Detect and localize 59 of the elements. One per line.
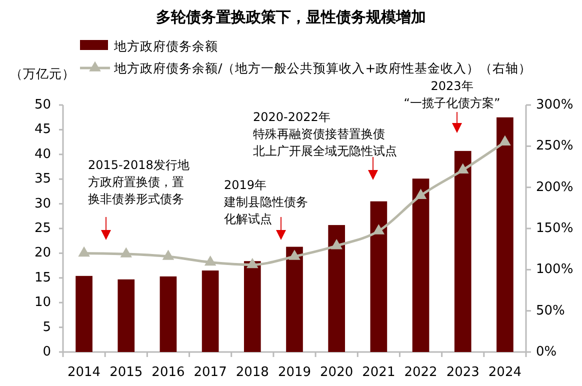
bar xyxy=(286,246,303,352)
annotation: 2023年“一揽子化债方案” xyxy=(404,79,500,110)
bar xyxy=(244,261,261,352)
bar xyxy=(202,270,219,352)
x-tick-label: 2024 xyxy=(488,365,522,380)
y2-tick-label: 300% xyxy=(536,98,574,112)
bar xyxy=(160,276,177,352)
y-tick-label: 50 xyxy=(34,98,51,112)
point xyxy=(414,188,427,199)
y2-tick-label: 200% xyxy=(536,180,574,195)
y-tick-label: 40 xyxy=(34,146,51,162)
y-tick-label: 25 xyxy=(34,221,51,236)
x-tick-label: 2020 xyxy=(320,365,354,380)
y-tick-label: 0 xyxy=(42,344,51,360)
x-tick-label: 2023 xyxy=(446,365,480,380)
x-tick-label: 2022 xyxy=(404,365,438,380)
point xyxy=(78,246,90,257)
x-tick-label: 2018 xyxy=(236,365,269,380)
y-tick-label: 30 xyxy=(34,196,51,212)
bar xyxy=(370,201,388,352)
y-tick-label: 35 xyxy=(34,172,51,187)
point xyxy=(288,250,300,260)
point xyxy=(372,224,385,234)
annotation: 2019年建制县隐性债务化解试点 xyxy=(223,178,308,226)
bar xyxy=(496,117,514,352)
bar xyxy=(454,150,472,352)
point xyxy=(456,163,469,174)
y-axis-title: （万亿元） xyxy=(10,66,75,81)
legend-label: 地方政府债务余额 xyxy=(113,38,218,54)
point xyxy=(246,258,258,268)
x-tick-label: 2021 xyxy=(362,365,396,380)
point xyxy=(499,135,511,146)
y2-tick-label: 100% xyxy=(536,262,574,278)
annotation: 2020-2022年特殊再融资债接替置换债北上广开展全域无隐性试点 xyxy=(253,110,397,158)
y-tick-label: 10 xyxy=(34,295,51,310)
point xyxy=(162,250,174,260)
chart-title: 多轮债务置换政策下，显性债务规模增加 xyxy=(156,8,426,26)
x-tick-label: 2016 xyxy=(152,365,185,380)
bar xyxy=(412,178,430,352)
annotation: 2015-2018发行地方政府置换债，置换非债券形式债务 xyxy=(88,158,190,206)
point xyxy=(330,238,342,250)
y-tick-label: 5 xyxy=(42,320,51,335)
point xyxy=(204,255,216,266)
x-tick-label: 2017 xyxy=(194,365,227,380)
y2-tick-label: 250% xyxy=(536,138,574,154)
bar xyxy=(328,225,346,352)
point xyxy=(120,247,132,258)
legend-label: 地方政府债务余额/（地方一般公共预算收入+政府性基金收入）（右轴） xyxy=(113,60,532,76)
x-tick-label: 2019 xyxy=(278,365,312,380)
x-tick-label: 2015 xyxy=(110,365,143,380)
y2-tick-label: 50% xyxy=(536,303,565,318)
bar xyxy=(76,276,92,352)
y2-tick-label: 0% xyxy=(536,344,557,360)
y-tick-label: 45 xyxy=(34,122,51,138)
y2-tick-label: 150% xyxy=(536,221,574,236)
x-tick-label: 2014 xyxy=(68,365,101,380)
bar xyxy=(118,279,135,352)
y-tick-label: 20 xyxy=(34,246,51,261)
y-tick-label: 15 xyxy=(34,270,51,286)
